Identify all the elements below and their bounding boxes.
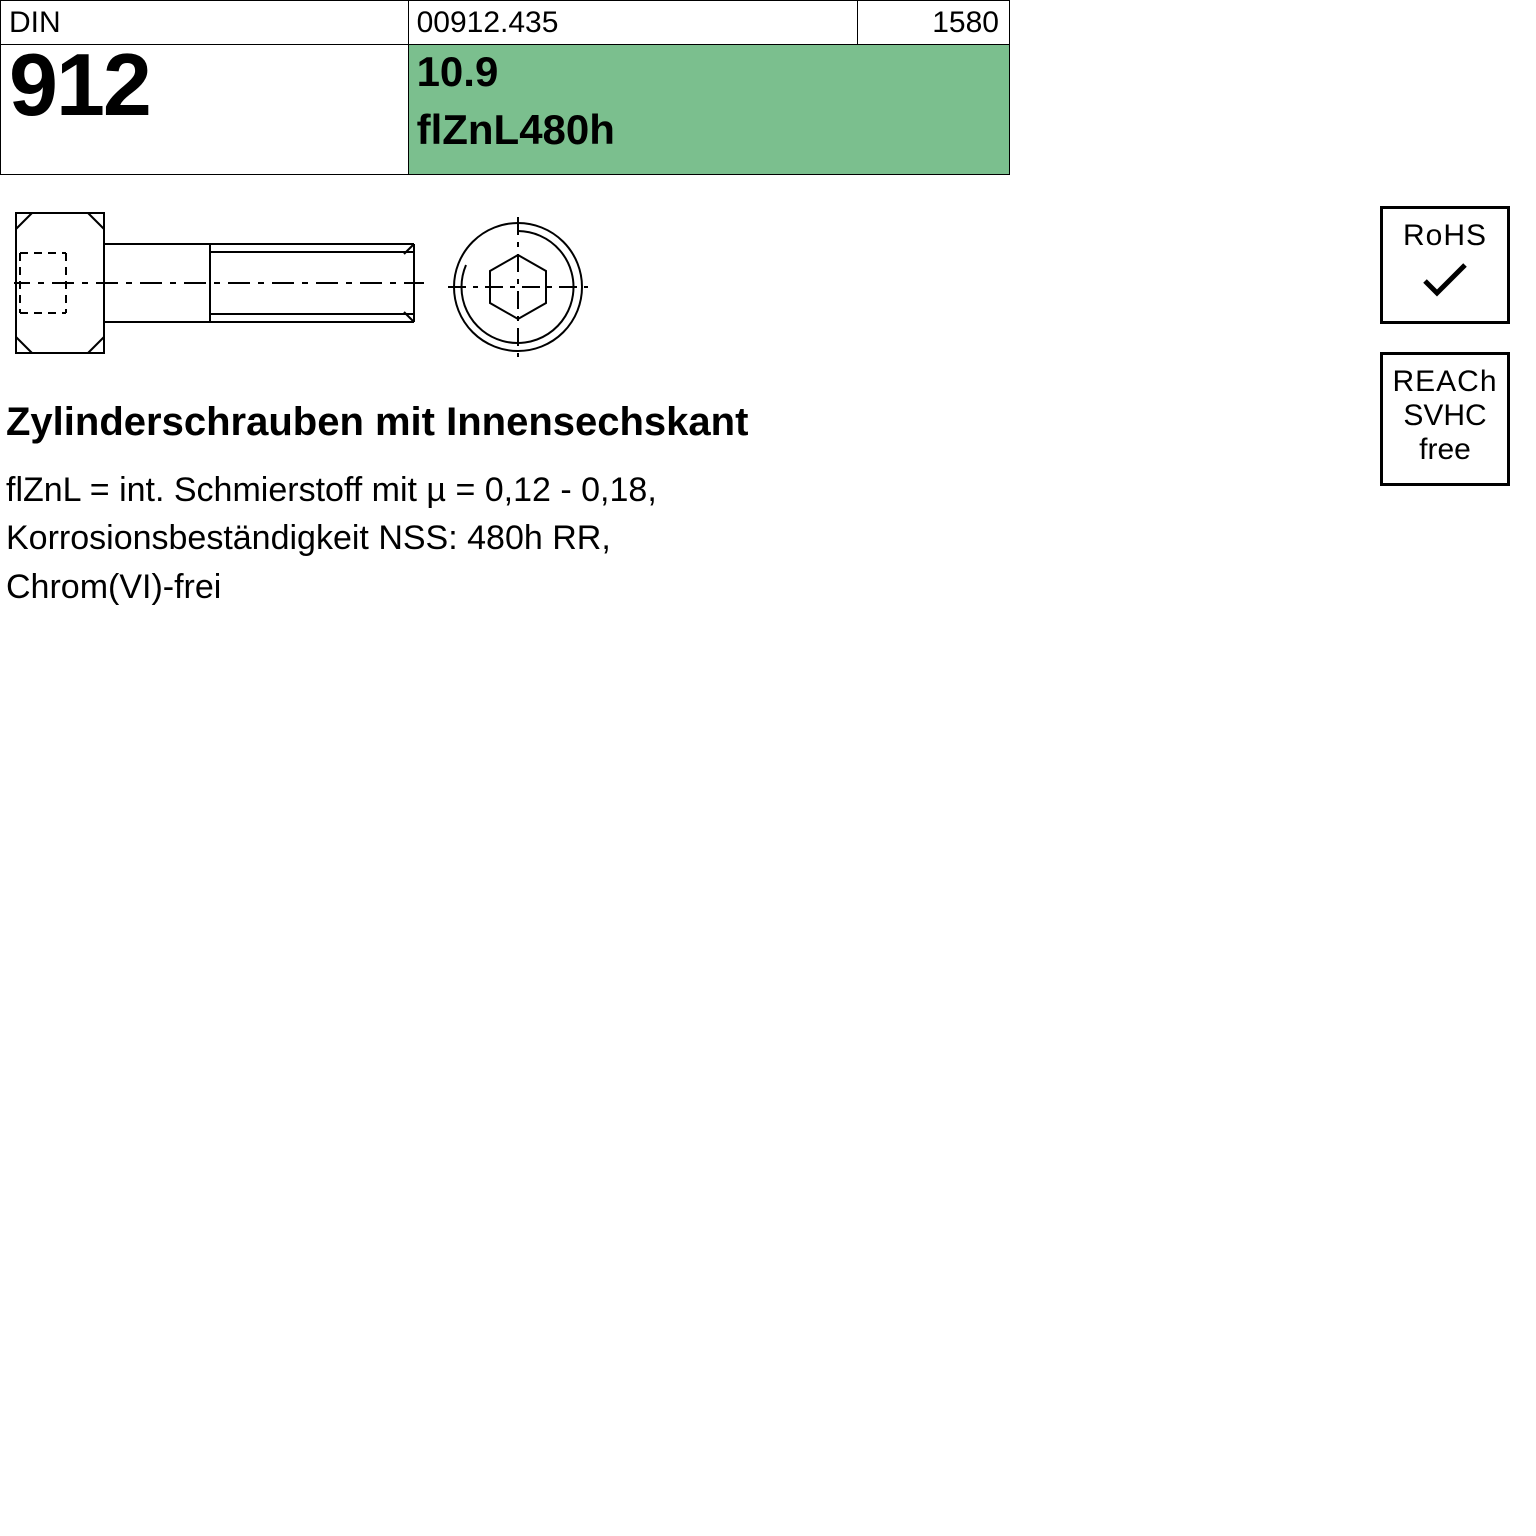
reach-line3: free xyxy=(1383,433,1507,467)
checkmark-icon xyxy=(1421,263,1469,293)
product-description: flZnL = int. Schmierstoff mit µ = 0,12 -… xyxy=(6,466,657,611)
spec-table-data-row: 912 10.9 flZnL480h xyxy=(1,45,1010,175)
desc-line-1: flZnL = int. Schmierstoff mit µ = 0,12 -… xyxy=(6,466,657,514)
reach-badge: REACh SVHC free xyxy=(1380,352,1510,486)
coating-spec: flZnL480h xyxy=(417,109,1009,151)
rohs-label: RoHS xyxy=(1383,219,1507,253)
code-cell: 1580 xyxy=(858,1,1010,45)
grade-coating-cell: 10.9 flZnL480h xyxy=(408,45,1009,175)
page-root: DIN 00912.435 1580 912 10.9 flZnL480h xyxy=(0,0,1536,1536)
reach-line2: SVHC xyxy=(1383,399,1507,433)
standard-number-cell: 912 xyxy=(1,45,409,175)
diagram-row xyxy=(0,205,1010,365)
spec-table-header-row: DIN 00912.435 1580 xyxy=(1,1,1010,45)
desc-line-2: Korrosionsbeständigkeit NSS: 480h RR, xyxy=(6,514,657,562)
bolt-side-view-icon xyxy=(14,207,424,357)
bolt-end-view-icon xyxy=(448,217,588,357)
article-number-cell: 00912.435 xyxy=(408,1,858,45)
rohs-badge: RoHS xyxy=(1380,206,1510,324)
reach-line1: REACh xyxy=(1383,365,1507,399)
product-title: Zylinderschrauben mit Innensechskant xyxy=(6,400,748,445)
desc-line-3: Chrom(VI)-frei xyxy=(6,563,657,611)
spec-table: DIN 00912.435 1580 912 10.9 flZnL480h xyxy=(0,0,1010,175)
strength-grade: 10.9 xyxy=(417,51,1009,93)
standard-number: 912 xyxy=(9,41,408,129)
